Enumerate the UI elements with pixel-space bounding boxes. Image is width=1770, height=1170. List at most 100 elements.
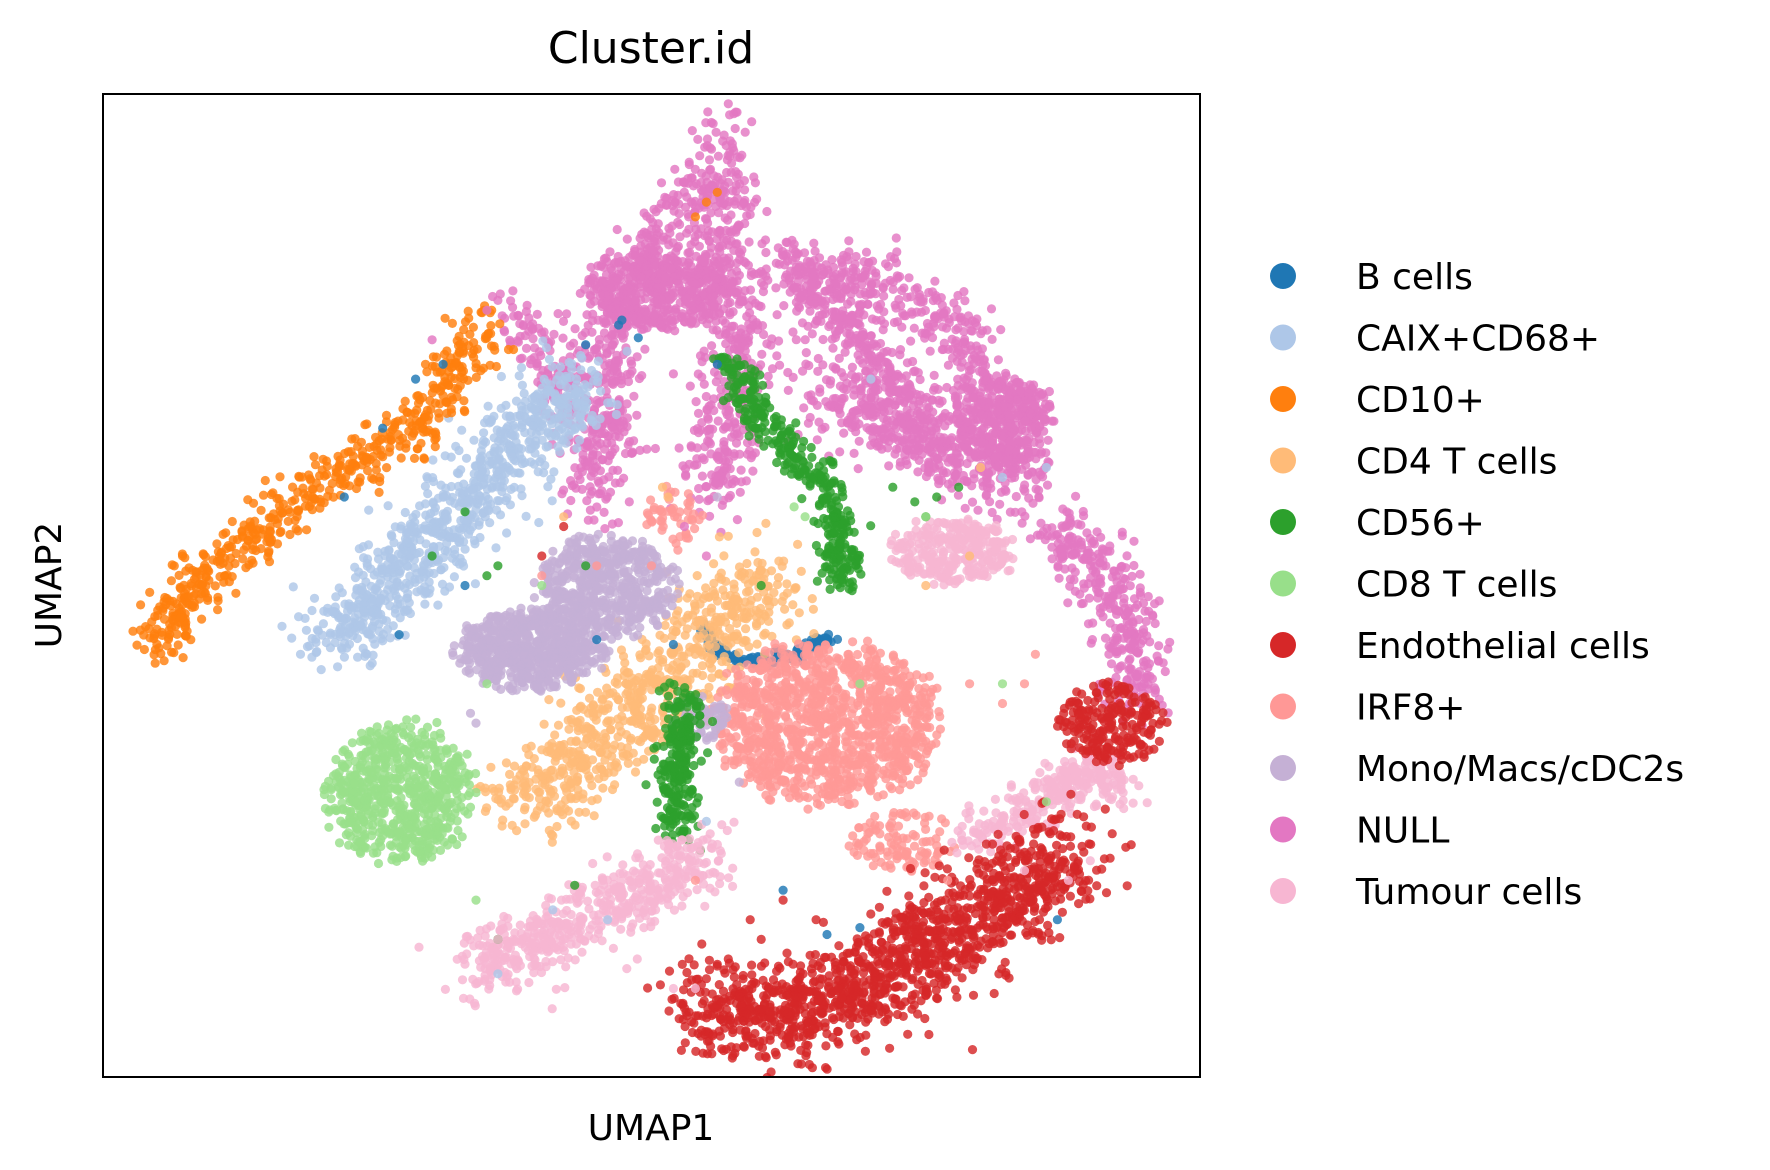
point-cd10 — [383, 434, 393, 444]
point-null — [972, 403, 983, 413]
point-null — [702, 268, 712, 278]
point-cd10 — [145, 587, 155, 598]
point-null — [856, 390, 866, 400]
point-caix-cd68 — [527, 394, 537, 404]
point-caix-cd68 — [437, 532, 447, 542]
point-cd10 — [369, 474, 379, 484]
point-cd10 — [213, 596, 223, 606]
point-caix-cd68 — [486, 417, 496, 427]
point-null — [795, 261, 805, 271]
point-null — [623, 297, 633, 307]
point-caix-cd68 — [577, 353, 587, 363]
point-null — [1129, 536, 1139, 546]
point-null — [664, 304, 674, 314]
point-cd10 — [260, 475, 270, 486]
point-null — [635, 445, 645, 455]
point-null — [773, 243, 783, 253]
point-null — [673, 279, 684, 289]
point-caix-cd68 — [420, 599, 430, 609]
point-cd10 — [486, 321, 496, 331]
point-null — [767, 364, 778, 374]
point-cd10 — [442, 346, 452, 356]
point-null — [693, 134, 703, 144]
point-null — [599, 507, 609, 517]
point-null — [1144, 659, 1155, 669]
point-null — [699, 379, 709, 389]
point-caix-cd68 — [544, 354, 555, 364]
point-cd10 — [460, 407, 470, 417]
point-null — [696, 425, 706, 435]
point-cd10 — [346, 447, 356, 457]
point-cd10 — [422, 367, 432, 377]
point-caix-cd68 — [501, 496, 511, 506]
point-null — [684, 159, 694, 170]
point-null — [752, 194, 762, 204]
point-null — [869, 405, 879, 416]
point-null — [894, 294, 904, 305]
point-null — [1000, 454, 1010, 464]
point-null — [724, 345, 735, 355]
point-caix-cd68 — [399, 555, 409, 566]
point-null — [586, 489, 596, 499]
point-null — [706, 283, 717, 293]
point-null — [977, 326, 988, 336]
point-null — [863, 299, 873, 309]
point-caix-cd68 — [510, 423, 520, 433]
point-null — [692, 303, 702, 313]
point-null — [597, 277, 608, 287]
point-caix-cd68 — [353, 652, 363, 662]
point-null — [707, 470, 717, 480]
point-null — [937, 396, 947, 406]
point-null — [721, 422, 731, 432]
point-caix-cd68 — [365, 661, 375, 671]
point-null — [956, 434, 966, 445]
point-cd10 — [196, 589, 206, 599]
point-caix-cd68 — [517, 380, 528, 390]
point-null — [879, 319, 890, 329]
point-caix-cd68 — [496, 426, 506, 436]
point-null — [703, 414, 713, 424]
point-null — [875, 338, 886, 349]
point-null — [872, 301, 882, 311]
point-null — [678, 461, 688, 471]
point-null — [889, 386, 899, 397]
point-null — [936, 293, 946, 303]
point-null — [1047, 542, 1057, 552]
point-caix-cd68 — [612, 400, 622, 410]
point-null — [711, 377, 721, 387]
point-null — [615, 478, 625, 488]
point-cd10 — [419, 454, 430, 464]
point-caix-cd68 — [474, 517, 484, 527]
point-null — [819, 267, 829, 277]
point-null — [607, 438, 617, 448]
point-caix-cd68 — [543, 482, 553, 492]
point-null — [709, 171, 719, 181]
point-caix-cd68 — [454, 523, 464, 534]
point-null — [808, 396, 819, 406]
point-null — [761, 264, 771, 274]
point-null — [1063, 598, 1073, 608]
point-null — [1154, 641, 1164, 651]
point-null — [721, 225, 731, 236]
point-caix-cd68 — [359, 606, 369, 616]
point-null — [851, 427, 861, 437]
point-null — [1089, 539, 1099, 549]
point-null — [818, 334, 828, 345]
point-null — [670, 164, 680, 174]
point-null — [855, 355, 865, 365]
point-cd10 — [405, 418, 415, 428]
point-null — [728, 307, 738, 317]
point-null — [1111, 672, 1121, 683]
point-cd10 — [294, 472, 304, 482]
point-caix-cd68 — [479, 436, 489, 446]
point-null — [927, 395, 937, 405]
point-null — [1141, 616, 1151, 627]
point-null — [886, 252, 896, 262]
point-caix-cd68 — [473, 470, 484, 480]
point-cd10 — [409, 453, 420, 463]
point-caix-cd68 — [549, 467, 559, 477]
point-null — [687, 126, 697, 136]
point-null — [1079, 579, 1089, 589]
point-null — [584, 441, 594, 451]
point-null — [570, 324, 580, 334]
